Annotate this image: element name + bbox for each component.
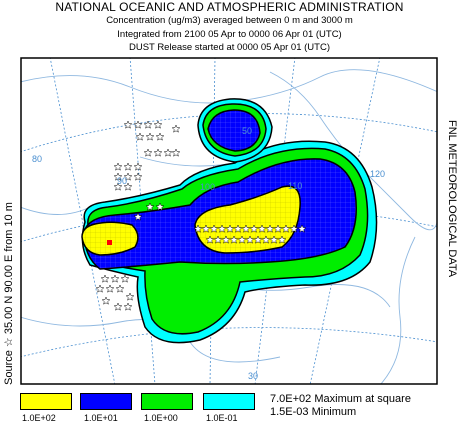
trajectory-star: [133, 212, 143, 221]
trajectory-star: [241, 224, 251, 233]
source-location-label: Source ☆ 35.00 N 90.00 E from 10 m: [3, 202, 15, 385]
trajectory-star: [281, 224, 291, 233]
maximum-value-label: 7.0E+02 Maximum at square: [270, 393, 411, 405]
label-lon-110: 110: [288, 181, 302, 191]
trajectory-star: [101, 296, 111, 305]
label-lat-30: 30: [248, 371, 258, 381]
trajectory-star: [123, 120, 133, 129]
trajectory-star: [171, 124, 181, 133]
legend-label-cyan: 1.0E-01: [206, 413, 238, 423]
trajectory-star: [113, 172, 123, 181]
trajectory-star: [163, 148, 173, 157]
legend-label-green: 1.0E+00: [144, 413, 178, 423]
latitude-line: [21, 207, 437, 243]
trajectory-star: [297, 224, 307, 233]
label-lon-100: 100: [200, 182, 215, 192]
trajectory-star: [105, 284, 115, 293]
trajectory-star: [249, 224, 259, 233]
plume-contours: [81, 98, 378, 344]
trajectory-star: [221, 235, 231, 244]
legend-swatch-green: [141, 393, 193, 410]
trajectory-star: [237, 235, 247, 244]
trajectory-star: [153, 120, 163, 129]
label-lon-90: 90: [117, 176, 127, 186]
trajectory-star: [133, 120, 143, 129]
subtitle-integration: Integrated from 2100 05 Apr to 0000 06 A…: [117, 29, 342, 40]
trajectory-star: [273, 224, 283, 233]
trajectory-star: [123, 302, 133, 311]
trajectory-star: [133, 172, 143, 181]
trajectory-star: [289, 224, 299, 233]
subtitle-concentration: Concentration (ug/m3) averaged between 0…: [106, 15, 353, 26]
trajectory-star: [155, 202, 165, 211]
label-lon-80: 80: [32, 154, 42, 164]
trajectory-star: [245, 235, 255, 244]
trajectory-star: [153, 148, 163, 157]
trajectory-star: [143, 120, 153, 129]
trajectory-star: [115, 284, 125, 293]
trajectory-star: [171, 148, 181, 157]
trajectory-star: [133, 162, 143, 171]
dispersion-map: 50 80 90 100 110 120 30: [20, 57, 438, 385]
trajectory-star: [201, 224, 211, 233]
star-row: [95, 120, 307, 311]
legend-swatch-blue: [80, 393, 132, 410]
trajectory-star: [143, 148, 153, 157]
legend-swatch-cyan: [203, 393, 255, 410]
trajectory-star: [269, 235, 279, 244]
contour-blue: [207, 109, 261, 152]
trajectory-star: [209, 224, 219, 233]
trajectory-star: [225, 224, 235, 233]
trajectory-star: [120, 274, 130, 283]
trajectory-star: [233, 224, 243, 233]
trajectory-star: [125, 292, 135, 301]
trajectory-star: [123, 162, 133, 171]
trajectory-star: [253, 235, 263, 244]
trajectory-star: [100, 274, 110, 283]
legend-label-blue: 1.0E+01: [84, 413, 118, 423]
meteorological-data-label: FNL METEOROLOGICAL DATA: [446, 120, 458, 278]
trajectory-star: [193, 224, 203, 233]
trajectory-star: [123, 172, 133, 181]
coastline: [380, 236, 416, 384]
contour-yellow: [81, 221, 139, 256]
trajectory-star: [113, 182, 123, 191]
latitude-line: [21, 327, 437, 358]
source-stars: [95, 120, 307, 311]
chart-title: NATIONAL OCEANIC AND ATMOSPHERIC ADMINIS…: [55, 0, 404, 14]
coastline: [21, 69, 437, 104]
trajectory-star: [277, 235, 287, 244]
trajectory-star: [110, 274, 120, 283]
trajectory-star: [145, 132, 155, 141]
trajectory-star: [135, 132, 145, 141]
trajectory-star: [261, 235, 271, 244]
trajectory-star: [257, 224, 267, 233]
label-lon-120: 120: [370, 169, 385, 179]
trajectory-star: [217, 224, 227, 233]
legend-label-yellow: 1.0E+02: [22, 413, 56, 423]
trajectory-star: [95, 284, 105, 293]
subtitle-release: DUST Release started at 0000 05 Apr 01 (…: [128, 42, 330, 53]
trajectory-star: [145, 202, 155, 211]
label-lat-50: 50: [242, 126, 252, 136]
trajectory-star: [155, 132, 165, 141]
minimum-value-label: 1.5E-03 Minimum: [270, 406, 357, 418]
trajectory-star: [265, 224, 275, 233]
trajectory-star: [213, 235, 223, 244]
trajectory-star: [205, 235, 215, 244]
trajectory-star: [123, 182, 133, 191]
trajectory-star: [113, 162, 123, 171]
source-marker: [107, 240, 112, 245]
trajectory-star: [229, 235, 239, 244]
legend-swatch-yellow: [20, 393, 72, 410]
trajectory-star: [113, 302, 123, 311]
